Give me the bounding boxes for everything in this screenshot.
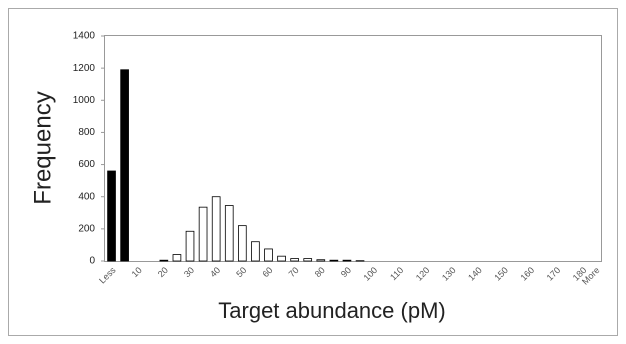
- bar: [251, 241, 260, 262]
- y-tick-label: 1000: [73, 95, 96, 106]
- bar: [264, 248, 273, 262]
- bar: [277, 255, 286, 262]
- y-axis-title: Frequency: [29, 91, 56, 204]
- bar: [107, 170, 116, 262]
- bar: [185, 230, 195, 262]
- y-tick-label: 200: [78, 223, 95, 234]
- x-axis-title: Target abundance (pM): [218, 298, 445, 323]
- chart-frame: [8, 8, 618, 336]
- bar: [316, 259, 326, 262]
- plot-area: [104, 35, 602, 262]
- y-tick-label: 1400: [73, 31, 96, 42]
- bar: [329, 259, 339, 262]
- bar: [342, 259, 352, 262]
- bar: [211, 196, 221, 262]
- bar: [290, 258, 299, 262]
- bar: [303, 258, 313, 262]
- y-tick-label: 800: [78, 127, 95, 138]
- bar: [172, 254, 182, 262]
- y-tick-label: 1200: [73, 63, 96, 74]
- y-tick-label: 0: [89, 256, 95, 267]
- bar: [159, 259, 169, 262]
- y-tick-label: 400: [78, 191, 95, 202]
- bar: [224, 205, 234, 262]
- y-tick-label: 600: [78, 159, 95, 170]
- bar: [120, 69, 129, 262]
- bar: [198, 206, 208, 262]
- bar: [238, 225, 247, 262]
